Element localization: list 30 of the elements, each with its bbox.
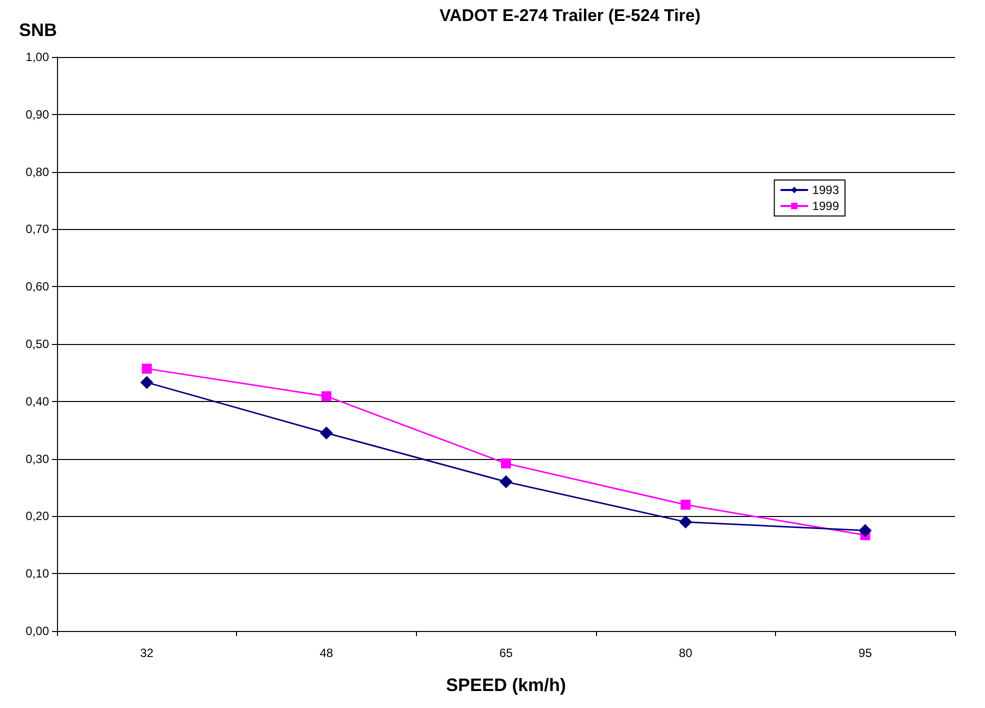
y-tick-label: 0,20	[26, 509, 50, 524]
y-tick-label: 0,30	[26, 452, 50, 466]
x-tick-label: 48	[320, 646, 334, 660]
x-tick-label: 65	[499, 646, 513, 660]
point	[858, 524, 872, 538]
chart-title: VADOT E-274 Trailer (E-524 Tire)	[439, 6, 701, 25]
point	[140, 376, 154, 389]
y-axis-title: SNB	[18, 20, 57, 40]
point	[679, 515, 692, 528]
y-tick-label: 0,80	[26, 164, 50, 179]
point	[680, 500, 691, 510]
point	[501, 458, 511, 468]
y-tick-label: 0,40	[26, 394, 50, 408]
x-tick-label: 32	[140, 646, 154, 660]
y-tick-label: 1,00	[26, 50, 50, 64]
legend-label: 1999	[812, 199, 840, 213]
x-tick-label: 95	[858, 646, 872, 660]
y-tick-label: 0,10	[26, 566, 50, 581]
y-tick-label: 0,50	[26, 337, 50, 351]
y-tick-label: 0,60	[26, 280, 50, 294]
point	[142, 364, 152, 374]
x-axis-title: SPEED (km/h)	[446, 675, 566, 695]
y-tick-label: 0,00	[26, 624, 50, 638]
y-tick-label: 0,90	[26, 107, 50, 122]
y-tick-label: 0,70	[26, 222, 50, 236]
point	[321, 391, 332, 402]
x-tick-label: 80	[678, 646, 693, 660]
point	[320, 426, 333, 440]
legend-label: 1993	[812, 183, 840, 197]
point	[500, 475, 512, 488]
